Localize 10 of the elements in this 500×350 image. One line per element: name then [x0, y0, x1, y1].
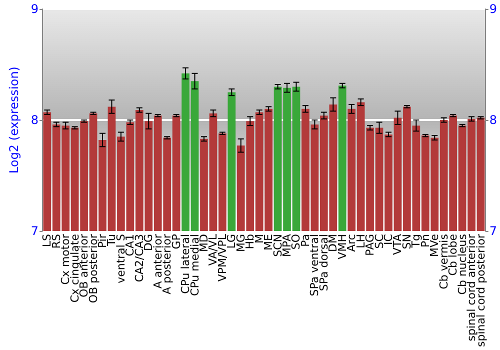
y-axis-title: Log2 (expression)	[7, 66, 21, 174]
y2-tick-label: 8	[489, 113, 498, 128]
y-tick-label: 7	[30, 224, 39, 238]
y2-tick-label: 9	[489, 2, 498, 16]
y2-tick-label: 7	[489, 224, 498, 238]
y-tick-label: 9	[30, 2, 39, 16]
x-tick-label: Tg	[410, 234, 423, 249]
y-tick-label: 8	[30, 113, 39, 128]
x-tick-label: A posterior	[160, 234, 174, 294]
x-tick-label: OB posterior	[86, 234, 100, 304]
